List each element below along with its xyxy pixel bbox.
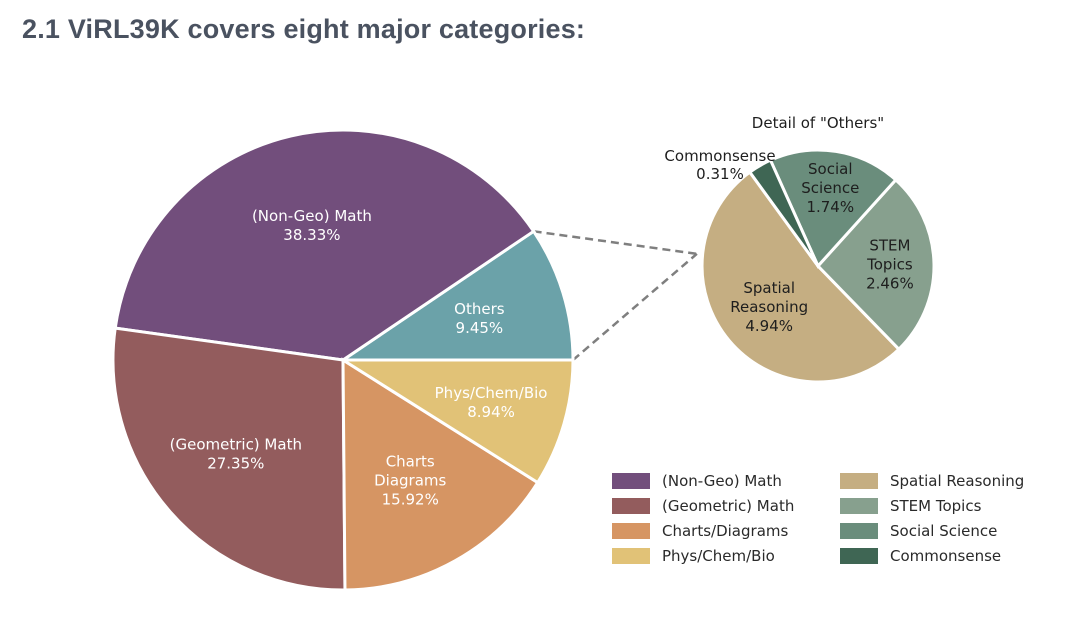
- detail-slice-stem-topics: [815, 177, 936, 352]
- legend-label-phys-chem-bio: Phys/Chem/Bio: [662, 547, 775, 565]
- pie-slice-non-geo-math: [113, 128, 536, 362]
- legend-label-geometric-math: (Geometric) Math: [662, 497, 794, 515]
- legend-swatch-social-science: [840, 523, 878, 539]
- connector-line-bottom: [572, 252, 698, 361]
- legend-swatch-commonsense: [840, 548, 878, 564]
- zoom-connectors: [533, 230, 698, 361]
- pie-slice-charts-diagrams: [341, 357, 540, 592]
- slice-label-spatial-reasoning: Spatial Reasoning 4.94%: [730, 279, 808, 335]
- pie-slice-phys-chem-bio: [337, 358, 575, 485]
- legend-swatch-phys-chem-bio: [612, 548, 650, 564]
- legend-swatch-geometric-math: [612, 498, 650, 514]
- slice-label-stem-topics: STEM Topics 2.46%: [866, 237, 914, 293]
- legend-label-stem-topics: STEM Topics: [890, 497, 982, 515]
- detail-slice-social-science: [768, 148, 898, 269]
- legend-label-spatial-reasoning: Spatial Reasoning: [890, 472, 1024, 490]
- legend-label-charts-diagrams: Charts/Diagrams: [662, 522, 788, 540]
- legend: (Non-Geo) Math (Geometric) Math Charts/Dia…: [612, 472, 1024, 565]
- legend-label-social-science: Social Science: [890, 522, 997, 540]
- slice-label-commonsense: Commonsense 0.31%: [664, 147, 775, 183]
- page-title: 2.1 ViRL39K covers eight major categorie…: [22, 14, 586, 44]
- legend-label-commonsense: Commonsense: [890, 547, 1001, 565]
- legend-swatch-non-geo-math: [612, 473, 650, 489]
- legend-label-non-geo-math: (Non-Geo) Math: [662, 472, 782, 490]
- slice-label-social-science: Social Science 1.74%: [801, 160, 859, 216]
- legend-swatch-spatial-reasoning: [840, 473, 878, 489]
- pie-slice-geometric-math: [111, 326, 347, 592]
- slice-label-charts-diagrams: Charts Diagrams 15.92%: [374, 453, 446, 509]
- connector-line-top: [533, 230, 698, 256]
- detail-chart-title: Detail of "Others": [752, 114, 884, 132]
- pie-slice-others: [338, 229, 575, 362]
- slice-label-others: Others 9.45%: [454, 300, 505, 337]
- slice-label-geometric-math: (Geometric) Math 27.35%: [170, 436, 302, 473]
- legend-swatch-stem-topics: [840, 498, 878, 514]
- main-pie: Others 9.45% (Non-Geo) Math 38.33% (Geometri…: [111, 128, 575, 592]
- detail-pie: Spatial Reasoning 4.94% STEM Topics 2.46%Soci…: [664, 114, 936, 384]
- detail-slice-commonsense: [747, 158, 820, 267]
- legend-swatch-charts-diagrams: [612, 523, 650, 539]
- slice-label-phys-chem-bio: Phys/Chem/Bio 8.94%: [435, 384, 548, 421]
- slice-label-non-geo-math: (Non-Geo) Math 38.33%: [252, 207, 372, 244]
- detail-slice-spatial-reasoning: [700, 170, 901, 384]
